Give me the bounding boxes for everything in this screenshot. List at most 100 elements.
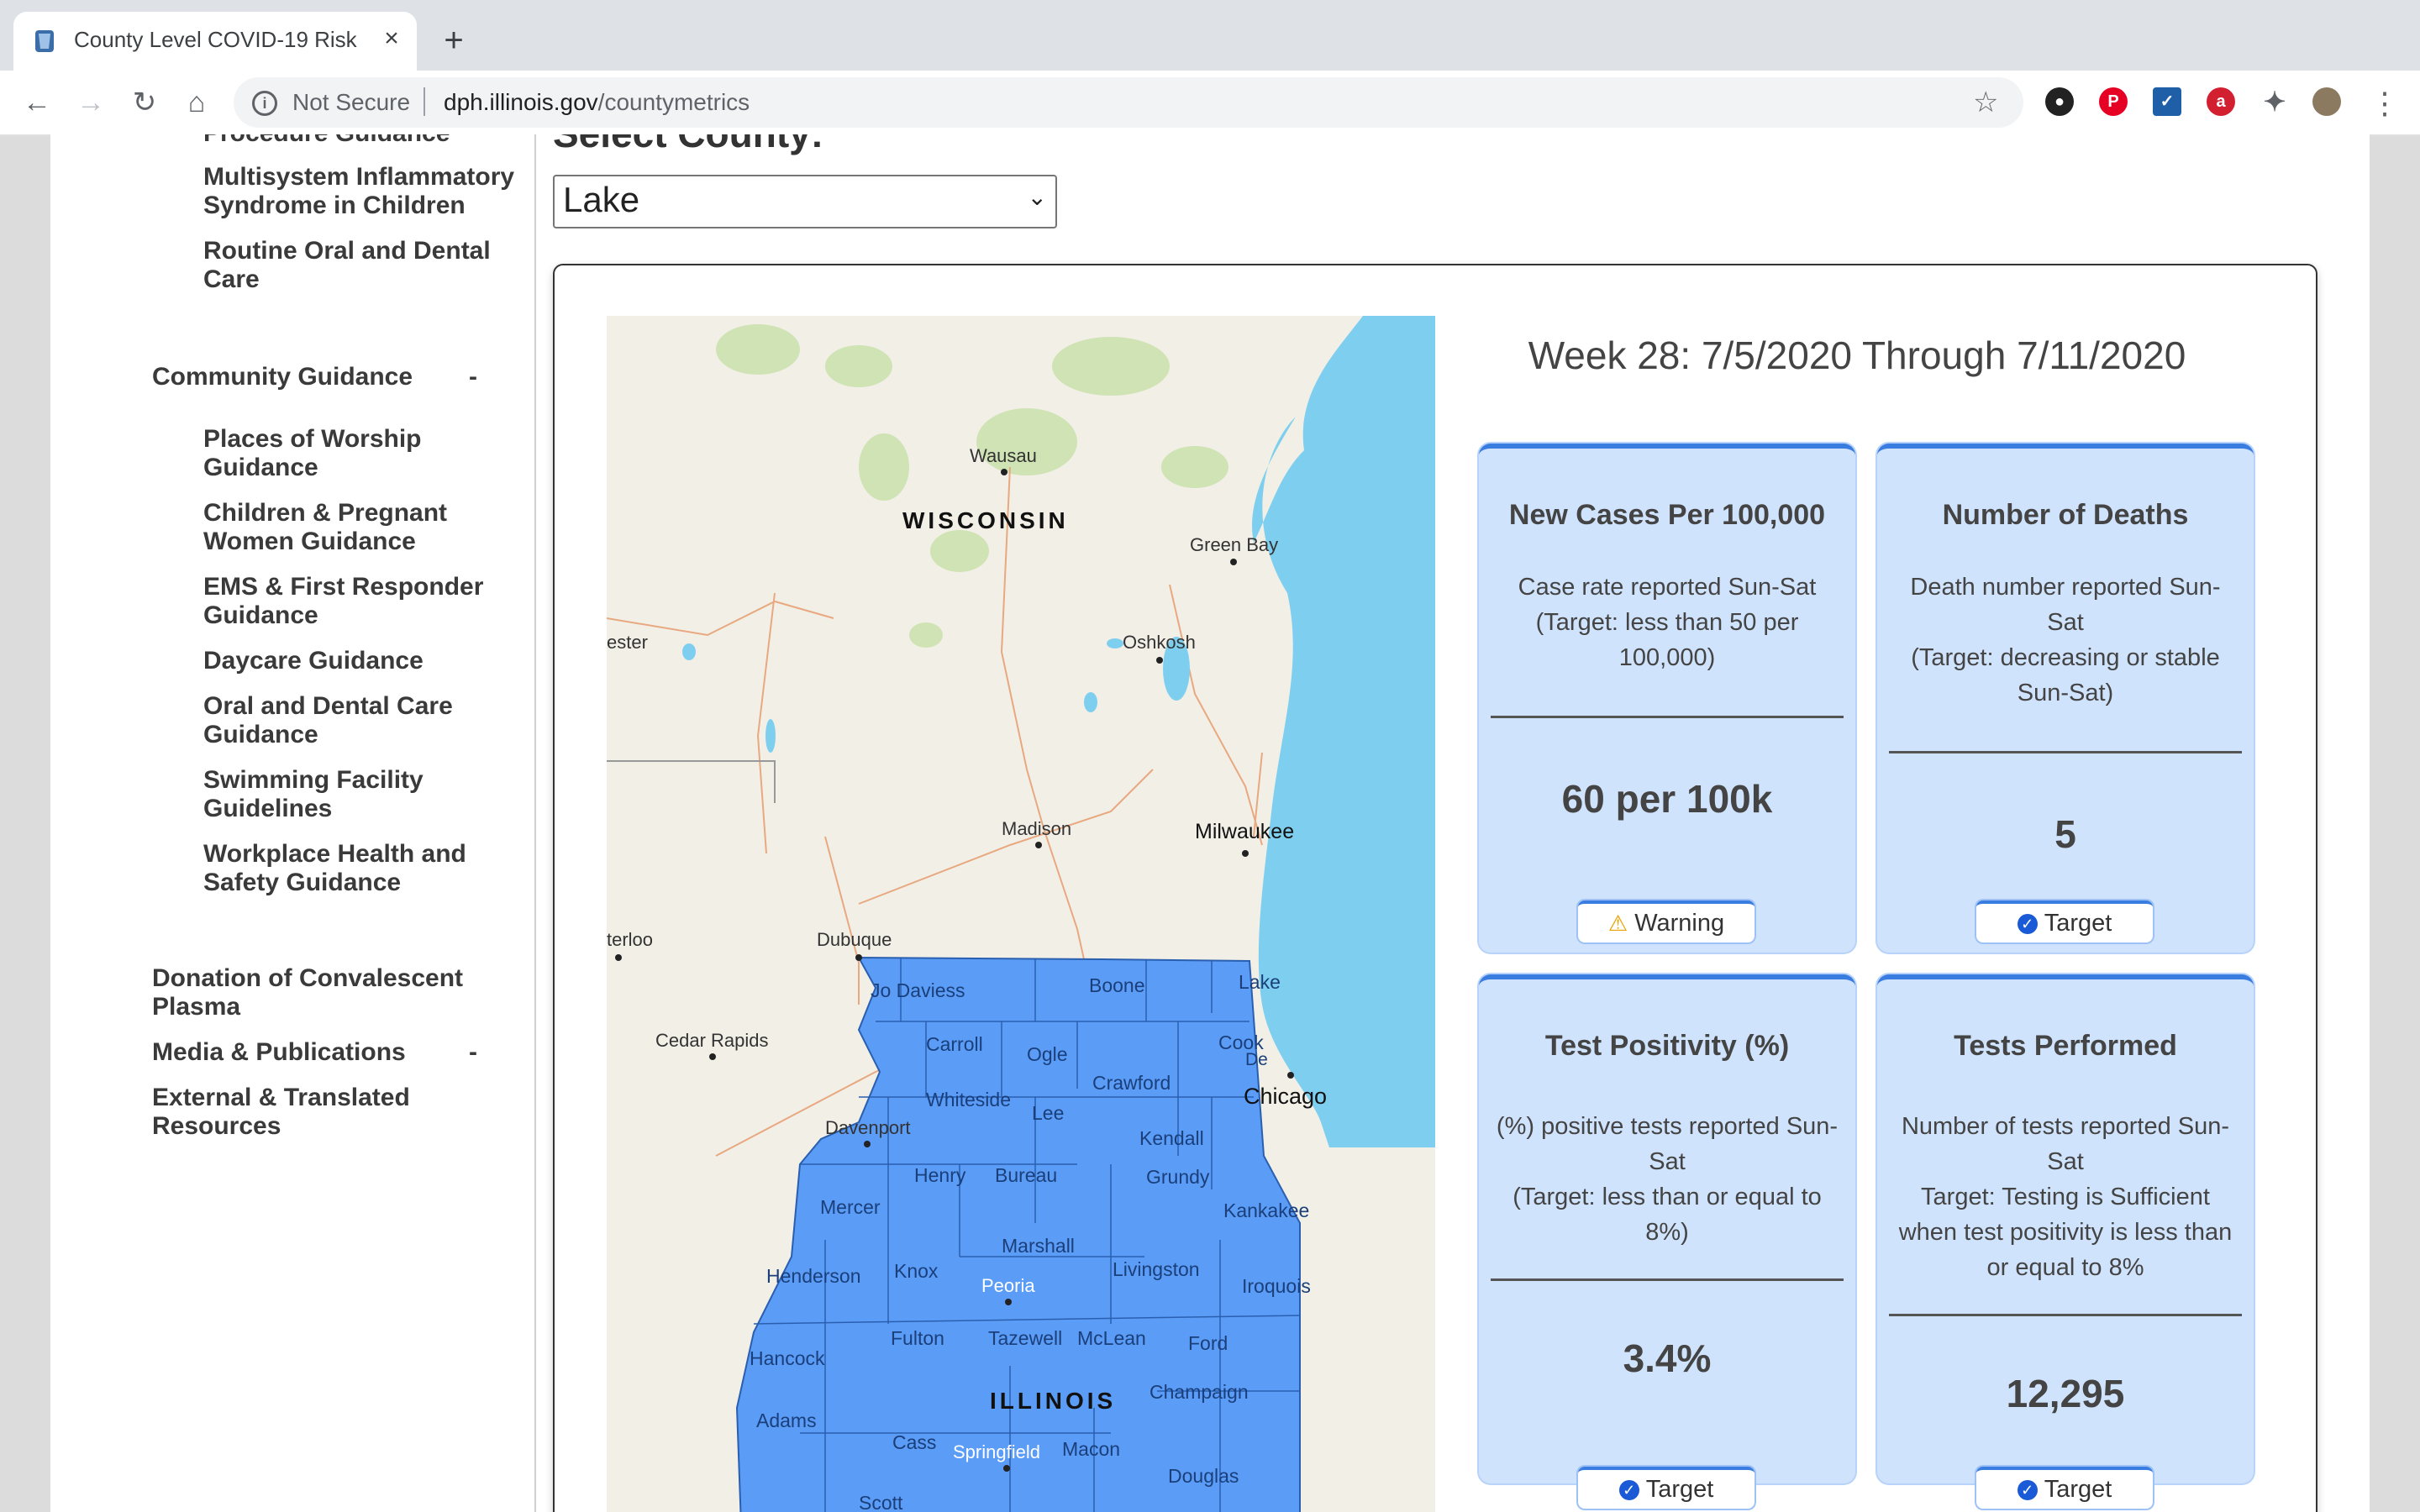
sidebar-item-daycare[interactable]: Daycare Guidance <box>203 647 424 675</box>
address-bar[interactable]: i Not Secure dph.illinois.gov/countymetr… <box>234 77 2023 128</box>
browser-tab[interactable]: County Level COVID-19 Risk M × <box>13 12 417 71</box>
map-county-henderson: Henderson <box>766 1265 861 1287</box>
extension-spy-icon[interactable]: ● <box>2045 87 2074 116</box>
status-badge-warning[interactable]: ⚠ Warning <box>1578 900 1754 942</box>
map-county-kankakee: Kankakee <box>1223 1200 1310 1221</box>
card-new-cases: New Cases Per 100,000 Case rate reported… <box>1479 444 1855 953</box>
card-divider <box>1491 1278 1844 1281</box>
county-metrics-panel: WISCONSIN ILLINOIS Wausau Green Bay Oshk… <box>553 264 2317 1512</box>
tab-close-icon[interactable]: × <box>384 24 399 52</box>
select-county-label: Select County: <box>553 134 823 156</box>
map-county-macon: Macon <box>1062 1438 1121 1460</box>
map-city-cedar-rapids: Cedar Rapids <box>655 1030 769 1051</box>
county-select[interactable]: Lake ⌄ <box>553 175 1057 228</box>
profile-avatar[interactable] <box>2312 87 2341 116</box>
map-city-oshkosh: Oshkosh <box>1123 632 1196 653</box>
map-label-wisconsin: WISCONSIN <box>902 507 1069 533</box>
map-county-lee: Lee <box>1032 1102 1065 1124</box>
pinterest-icon[interactable]: P <box>2099 87 2128 116</box>
map-county-carroll: Carroll <box>926 1033 983 1055</box>
map-county-henry: Henry <box>914 1164 966 1186</box>
sidebar-item-media-publications[interactable]: Media & Publications <box>152 1038 406 1066</box>
card-value: 3.4% <box>1623 1336 1712 1380</box>
sidebar-item-oral-dental-guidance[interactable]: Oral and Dental Care Guidance <box>203 692 453 748</box>
map-county-whiteside: Whiteside <box>926 1089 1011 1110</box>
info-icon[interactable]: i <box>252 91 277 116</box>
sidebar-item-procedure-guidance[interactable]: Procedure Guidance <box>203 134 523 148</box>
map-city-dubuque: Dubuque <box>817 929 892 950</box>
url-text[interactable]: dph.illinois.gov/countymetrics <box>444 89 750 116</box>
tab-title: County Level COVID-19 Risk M <box>74 27 360 52</box>
card-divider <box>1491 716 1844 718</box>
status-badge-target[interactable]: ✓ Target <box>1578 1467 1754 1509</box>
sidebar-item-ems[interactable]: EMS & First Responder Guidance <box>203 573 484 629</box>
sidebar-item-mis-c[interactable]: Multisystem Inflammatory Syndrome in Chi… <box>203 163 515 219</box>
sidebar-item-oral-dental[interactable]: Routine Oral and Dental Care <box>203 237 491 293</box>
status-label: Warning <box>1634 910 1725 937</box>
status-badge-target[interactable]: ✓ Target <box>1976 900 2153 942</box>
county-map[interactable]: WISCONSIN ILLINOIS Wausau Green Bay Oshk… <box>607 316 1435 1512</box>
map-county-livingston: Livingston <box>1113 1258 1200 1280</box>
browser-menu-icon[interactable]: ⋮ <box>2370 86 2400 120</box>
not-secure-label: Not Secure <box>292 89 411 115</box>
url-host: dph.illinois.gov <box>444 89 598 115</box>
map-city-ester: ester <box>607 632 648 653</box>
sidebar-item-external-resources[interactable]: External & Translated Resources <box>152 1084 410 1140</box>
map-county-ogle: Ogle <box>1027 1043 1068 1065</box>
sidebar-item-children-pregnant[interactable]: Children & Pregnant Women Guidance <box>203 499 448 555</box>
sidebar-item-worship[interactable]: Places of Worship Guidance <box>203 425 422 481</box>
check-icon: ✓ <box>2017 914 2038 934</box>
map-county-bureau: Bureau <box>995 1164 1058 1186</box>
map-county-ford: Ford <box>1188 1332 1228 1354</box>
sidebar-item-workplace[interactable]: Workplace Health and Safety Guidance <box>203 840 466 896</box>
map-city-peoria: Peoria <box>981 1275 1035 1296</box>
card-value: 12,295 <box>2006 1372 2125 1415</box>
forward-arrow-icon[interactable]: → <box>76 87 105 118</box>
card-description: Number of tests reported Sun-Sat Target:… <box>1898 1113 2233 1281</box>
county-boundaries <box>753 958 1301 1512</box>
map-county-tazewell: Tazewell <box>988 1327 1063 1349</box>
map-county-knox: Knox <box>894 1260 939 1282</box>
map-county-lake: Lake <box>1239 971 1281 993</box>
sidebar-item-swimming[interactable]: Swimming Facility Guidelines <box>203 766 424 822</box>
card-divider <box>1889 1314 2242 1316</box>
map-city-davenport: Davenport <box>825 1117 911 1138</box>
status-label: Target <box>1645 1476 1714 1503</box>
status-label: Target <box>2044 910 2112 937</box>
community-collapse-toggle[interactable]: - <box>469 363 477 391</box>
map-county-mercer: Mercer <box>820 1196 881 1218</box>
map-county-marshall: Marshall <box>1002 1235 1075 1257</box>
main-content: Select County: Lake ⌄ <box>534 134 2370 1512</box>
card-title: Number of Deaths <box>1942 499 2189 531</box>
card-description: Death number reported Sun-Sat (Target: d… <box>1910 574 2221 706</box>
sidebar-item-community-guidance[interactable]: Community Guidance <box>152 363 413 391</box>
back-arrow-icon[interactable]: ← <box>23 87 51 118</box>
chevron-down-icon: ⌄ <box>1027 184 1047 210</box>
map-county-scott: Scott <box>859 1492 903 1512</box>
illinois-counties-highlight <box>735 956 1301 1512</box>
new-tab-icon[interactable]: + <box>444 22 464 59</box>
map-county-iroquois: Iroquois <box>1242 1275 1311 1297</box>
reload-icon[interactable]: ↻ <box>132 87 157 118</box>
county-select-value: Lake <box>563 180 640 219</box>
map-county-adams: Adams <box>756 1410 817 1431</box>
map-county-grundy: Grundy <box>1146 1166 1210 1188</box>
map-labels: WISCONSIN ILLINOIS Wausau Green Bay Oshk… <box>607 316 1435 1512</box>
media-collapse-toggle[interactable]: - <box>469 1038 477 1066</box>
status-badge-target[interactable]: ✓ Target <box>1976 1467 2153 1509</box>
map-county-fulton: Fulton <box>891 1327 944 1349</box>
extension-red-icon[interactable]: a <box>2207 87 2235 116</box>
week-title: Week 28: 7/5/2020 Through 7/11/2020 <box>1528 333 2186 377</box>
home-icon[interactable]: ⌂ <box>187 87 206 118</box>
map-county-douglas: Douglas <box>1168 1465 1239 1487</box>
map-county-hancock: Hancock <box>750 1347 825 1369</box>
bookmark-star-icon[interactable]: ☆ <box>1973 87 1999 118</box>
card-value: 5 <box>2054 812 2076 856</box>
url-path: /countymetrics <box>597 89 750 115</box>
sidebar-item-convalescent-plasma[interactable]: Donation of Convalescent Plasma <box>152 964 464 1021</box>
city-dots <box>615 469 1294 1472</box>
extension-check-icon[interactable]: ✓ <box>2153 87 2181 116</box>
extensions-puzzle-icon[interactable]: ✦ <box>2263 87 2286 117</box>
map-city-green-bay: Green Bay <box>1190 534 1279 555</box>
map-city-terloo: terloo <box>607 929 654 950</box>
